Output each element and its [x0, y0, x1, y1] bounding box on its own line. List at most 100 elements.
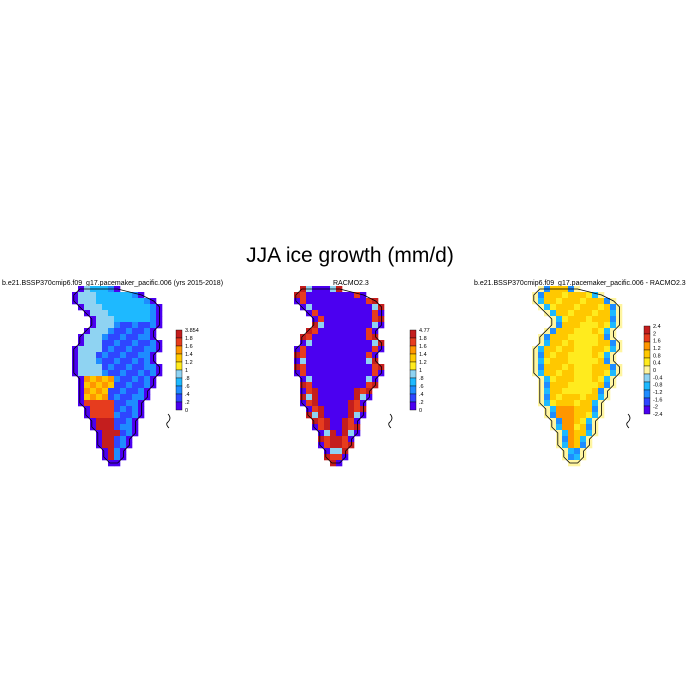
- panel-3-colorbar-tick-label: -1.2: [653, 390, 662, 396]
- panel-2-map-grid-cell: [306, 358, 313, 365]
- panel-2-map-grid-cell: [324, 334, 331, 341]
- panel-3-map-grid-cell: [544, 412, 551, 419]
- panel-1-colorbar-box: [175, 401, 183, 411]
- panel-2-map-grid-cell: [378, 310, 385, 317]
- panel-2-map-grid-cell: [348, 436, 355, 443]
- panel-3-map-grid-cell: [592, 298, 599, 305]
- panel-1-map-grid-cell: [72, 352, 79, 359]
- panel-3-map-grid-cell: [568, 376, 575, 383]
- panel-3-map-grid-cell: [598, 298, 605, 305]
- panel-1-map-grid-cell: [126, 418, 133, 425]
- panel-2-map-grid-cell: [306, 310, 313, 317]
- panel-3-map-grid-cell: [604, 370, 611, 377]
- panel-1-map-grid-cell: [102, 388, 109, 395]
- panel-3-map-grid-cell: [574, 334, 581, 341]
- panel-2-map-grid-cell: [306, 376, 313, 383]
- panel-1-map-grid-cell: [114, 376, 121, 383]
- panel-3-map-grid-cell: [556, 400, 563, 407]
- panel-2-map-grid-cell: [330, 310, 337, 317]
- panel-3-map-grid-cell: [592, 388, 599, 395]
- panel-3-map-grid-cell: [586, 370, 593, 377]
- panel-1-map-grid-cell: [126, 400, 133, 407]
- panel-1-colorbar-box: [175, 337, 183, 347]
- panel-3-colorbar-box: [643, 333, 651, 343]
- panel-2-map-grid-cell: [330, 304, 337, 311]
- panel-2-map-grid-cell: [354, 400, 361, 407]
- panel-2-map-grid-cell: [348, 394, 355, 401]
- panel-2-map-grid-cell: [360, 328, 367, 335]
- panel-2-map-grid-cell: [312, 358, 319, 365]
- panel-3-map-grid-cell: [562, 388, 569, 395]
- panel-2-map-grid-cell: [342, 328, 349, 335]
- panel-3-map-grid-cell: [574, 448, 581, 455]
- panel-3-map-grid-cell: [556, 382, 563, 389]
- panel-3-map-grid-cell: [604, 358, 611, 365]
- panel-1-map-grid-cell: [102, 292, 109, 299]
- panel-3-map-grid-cell: [592, 412, 599, 419]
- panel-3-colorbar-tick-label: 0.8: [653, 353, 661, 359]
- panel-1-map-island-outline: [166, 413, 171, 429]
- panel-1-map-grid-cell: [126, 424, 133, 431]
- panel-2-map-grid-cell: [324, 310, 331, 317]
- panel-3-map-grid-cell: [568, 400, 575, 407]
- panel-1-map-grid-cell: [114, 328, 121, 335]
- panel-1-map-grid-cell: [114, 334, 121, 341]
- panel-2-map-grid-cell: [306, 400, 313, 407]
- panel-3-map-grid-cell: [562, 340, 569, 347]
- panel-1-map-grid-cell: [132, 292, 139, 299]
- panel-1-map-grid-cell: [144, 328, 151, 335]
- panel-1-map-grid-cell: [126, 322, 133, 329]
- panel-2-map-grid-cell: [372, 364, 379, 371]
- panel-1-map-grid-cell: [132, 340, 139, 347]
- panel-2-map-grid-cell: [336, 316, 343, 323]
- panel-3-map-grid-cell: [538, 388, 545, 395]
- panel-2-map-grid-cell: [324, 430, 331, 437]
- panel-2-map-grid-cell: [336, 298, 343, 305]
- panel-3-map-grid-cell: [550, 334, 557, 341]
- panel-1-map-grid-cell: [126, 346, 133, 353]
- panel-1-map-grid-cell: [102, 442, 109, 449]
- panel-1-map-grid-cell: [90, 364, 97, 371]
- panel-2-map-grid-cell: [330, 340, 337, 347]
- panel-1-map-grid-cell: [108, 400, 115, 407]
- panel-3-map-grid-cell: [616, 340, 623, 347]
- panel-1-map-grid-cell: [102, 358, 109, 365]
- panel-2-map-grid-cell: [366, 352, 373, 359]
- panel-1-map-grid-cell: [126, 340, 133, 347]
- panel-1-map-grid-cell: [120, 352, 127, 359]
- panel-3-map-grid-cell: [598, 328, 605, 335]
- panel-2-map-grid-cell: [300, 298, 307, 305]
- panel-3-map-grid-cell: [574, 442, 581, 449]
- panel-3-map-grid-cell: [586, 424, 593, 431]
- panel-1-map-grid-cell: [120, 382, 127, 389]
- panel-2-map-grid-cell: [354, 334, 361, 341]
- panel-1-map-grid-cell: [102, 430, 109, 437]
- panel-1-map-grid-cell: [90, 316, 97, 323]
- panel-3-map-grid-cell: [550, 412, 557, 419]
- panel-3-map-grid-cell: [562, 346, 569, 353]
- panel-2-map-grid-cell: [330, 382, 337, 389]
- panel-1-map-grid-cell: [96, 436, 103, 443]
- panel-3-colorbar-tick-label: -2: [653, 405, 658, 411]
- panel-3-map-grid-cell: [586, 352, 593, 359]
- panel-2-map-grid-cell: [330, 424, 337, 431]
- panel-1-map-grid-cell: [108, 298, 115, 305]
- panel-1-map-grid-cell: [132, 370, 139, 377]
- panel-1-map: [72, 286, 171, 467]
- panel-3-map-grid-cell: [556, 334, 563, 341]
- panel-2-map-grid-cell: [360, 340, 367, 347]
- panel-2-map-grid-cell: [360, 346, 367, 353]
- panel-3-map-grid-cell: [604, 364, 611, 371]
- panel-3-map-grid-cell: [610, 328, 617, 335]
- panel-3-map-grid-cell: [556, 322, 563, 329]
- panel-3-map-grid-cell: [556, 406, 563, 413]
- panel-1-map-grid-cell: [90, 400, 97, 407]
- panel-3-map-grid-cell: [556, 292, 563, 299]
- panel-3-map-grid-cell: [598, 406, 605, 413]
- panel-2-map-grid-cell: [306, 364, 313, 371]
- panel-1-map-grid-cell: [132, 334, 139, 341]
- panel-3-map-grid-cell: [568, 442, 575, 449]
- panel-3-map-grid-cell: [616, 364, 623, 371]
- panel-1-map-grid-cell: [156, 304, 163, 311]
- panel-3-map-grid-cell: [580, 370, 587, 377]
